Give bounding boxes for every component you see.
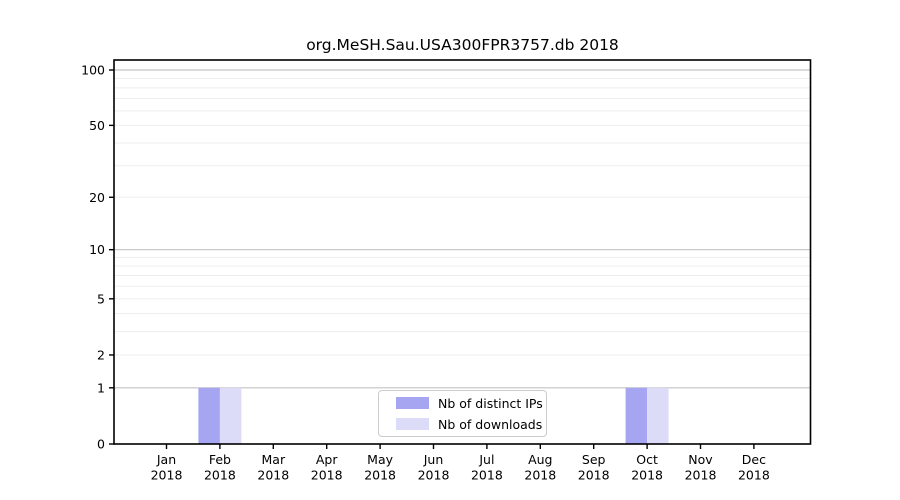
x-tick-label: Sep 2018 — [578, 452, 610, 483]
y-tick-label: 10 — [89, 242, 105, 257]
legend-label: Nb of distinct IPs — [438, 395, 543, 411]
y-tick-label: 5 — [97, 291, 105, 306]
x-tick-label: Jun 2018 — [418, 452, 450, 483]
x-tick-label: Oct 2018 — [631, 452, 663, 483]
y-tick-label: 20 — [89, 190, 105, 205]
y-tick-label: 2 — [97, 347, 105, 362]
x-tick-label: Jan 2018 — [151, 452, 183, 483]
y-tick-label: 0 — [97, 437, 105, 452]
x-tick-label: Feb 2018 — [204, 452, 236, 483]
chart-title: org.MeSH.Sau.USA300FPR3757.db 2018 — [306, 36, 619, 54]
legend-item-downloads: Nb of downloads — [396, 417, 542, 432]
x-tick-label: Jul 2018 — [471, 452, 503, 483]
x-tick-label: Aug 2018 — [524, 452, 556, 483]
axes-frame — [113, 59, 812, 445]
bar-downloads-feb — [219, 387, 242, 444]
x-tick-label: Mar 2018 — [257, 452, 289, 483]
legend-item-distinct-ips: Nb of distinct IPs — [396, 396, 543, 411]
bar-distinct-ips-feb — [198, 387, 220, 444]
bar-downloads-oct — [647, 387, 669, 444]
x-tick-label: Nov 2018 — [685, 452, 717, 483]
y-tick-label: 50 — [89, 118, 105, 133]
y-tick-label: 100 — [81, 63, 105, 78]
x-tick-label: Dec 2018 — [738, 452, 770, 483]
y-tick-label: 1 — [97, 380, 105, 395]
legend-label: Nb of downloads — [438, 416, 543, 432]
bar-distinct-ips-oct — [625, 387, 648, 444]
x-tick-label: May 2018 — [364, 452, 396, 483]
distinct-ips-swatch — [396, 397, 429, 409]
downloads-swatch — [396, 418, 429, 430]
x-tick-label: Apr 2018 — [311, 452, 343, 483]
legend: Nb of distinct IPs Nb of downloads — [378, 390, 547, 437]
